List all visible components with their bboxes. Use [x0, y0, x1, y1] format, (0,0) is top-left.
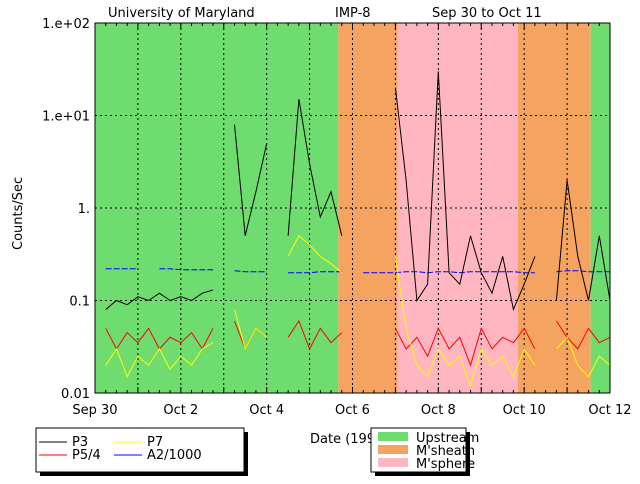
x-tick-label: Sep 30 — [72, 403, 117, 418]
series-legend: P3 P7 P5/4 A2/1000 — [35, 427, 248, 476]
x-tick-label: Oct 10 — [503, 403, 546, 418]
x-tick-label: Oct 6 — [335, 403, 370, 418]
x-tick-label: Oct 2 — [163, 403, 198, 418]
series-line-p7 — [234, 309, 268, 351]
series-line-p3 — [555, 180, 611, 301]
legend-swatch-msphere — [378, 458, 408, 467]
legend-label-a2: A2/1000 — [147, 448, 202, 463]
legend-swatch-msheath — [378, 445, 408, 454]
series-line-p54 — [394, 326, 536, 367]
legend-label-p7: P7 — [147, 435, 163, 450]
legend-label-msheath: M'sheath — [416, 444, 475, 459]
legend-label-p5: P5/4 — [72, 448, 101, 463]
x-tick-label: Oct 12 — [588, 403, 631, 418]
title-right: Sep 30 to Oct 11 — [432, 6, 542, 21]
region-band — [517, 23, 591, 393]
series-line-p54 — [287, 319, 343, 351]
series-line-a21000 — [288, 271, 342, 274]
series-line-a21000 — [159, 268, 213, 271]
y-axis-label: Counts/Sec — [11, 177, 26, 250]
series-line-p54 — [555, 320, 611, 350]
series-line-p7 — [105, 342, 214, 378]
title-center: IMP-8 — [335, 6, 371, 21]
series-line-p3 — [234, 124, 268, 236]
legend-label-p3: P3 — [72, 435, 88, 450]
series-line-p7 — [287, 235, 343, 274]
series-line-p7 — [556, 336, 611, 378]
legend-swatch-upstream — [378, 432, 408, 441]
series-line-p3 — [287, 99, 343, 236]
x-tick-label: Oct 4 — [249, 403, 284, 418]
series-line-a21000 — [234, 270, 267, 273]
region-band — [397, 23, 518, 393]
series-lines — [105, 71, 611, 388]
series-line-p3 — [105, 289, 214, 310]
series-line-p7 — [394, 256, 536, 388]
x-tick-label: Oct 8 — [421, 403, 456, 418]
legend-label-msphere: M'sphere — [416, 457, 475, 472]
title-left: University of Maryland — [108, 6, 255, 21]
grid — [95, 23, 610, 393]
y-tick-label: 1.e+02 — [42, 17, 90, 32]
series-line-a21000 — [556, 270, 610, 273]
region-legend: Upstream M'sheath M'sphere — [370, 427, 479, 476]
region-band — [338, 23, 398, 393]
series-line-p3 — [394, 71, 536, 312]
y-tick-label: 1.e+01 — [42, 110, 90, 125]
series-line-a21000 — [363, 271, 535, 274]
legend-label-upstream: Upstream — [416, 431, 479, 446]
y-tick-label: 1. — [78, 202, 90, 217]
y-tick-label: 0.01 — [61, 387, 90, 402]
x-axis-label: Date (1994) — [310, 432, 388, 447]
y-tick-label: 0.1 — [69, 295, 90, 310]
